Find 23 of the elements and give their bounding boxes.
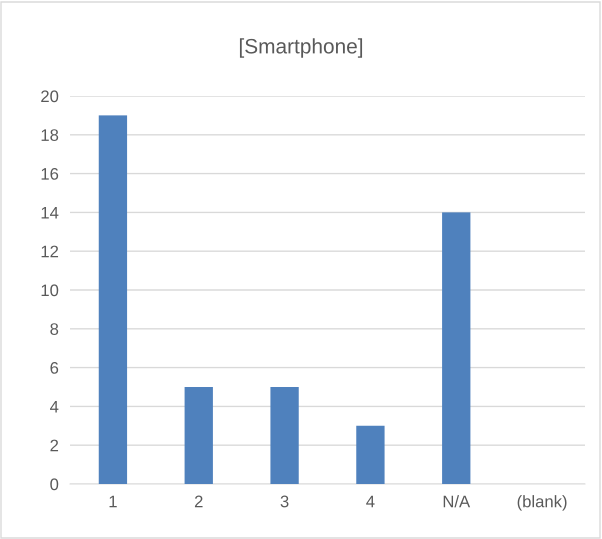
y-tick-label: 4: [50, 400, 58, 412]
bar: [184, 387, 213, 484]
y-tick-label: 6: [50, 362, 58, 374]
y-tick-label: 0: [50, 478, 58, 490]
bar: [442, 212, 470, 484]
y-tick-label: 10: [42, 284, 58, 296]
y-tick-label: 18: [42, 129, 58, 142]
x-tick-label: 2: [194, 496, 203, 508]
x-tick-label: 4: [366, 496, 375, 508]
chart-title: [Smartphone]: [240, 38, 362, 58]
y-tick-label: 8: [50, 323, 58, 336]
y-tick-label: 20: [41, 90, 58, 102]
y-tick-label: 14: [42, 206, 58, 218]
bar: [270, 387, 299, 484]
x-tick-label: 3: [280, 496, 288, 508]
bar: [98, 115, 128, 484]
x-tick-label: N/A: [444, 495, 470, 508]
y-tick-label: 16: [42, 168, 58, 180]
bar: [356, 426, 385, 484]
y-tick-label: 2: [50, 440, 58, 452]
y-tick-label: 12: [42, 246, 58, 258]
x-tick-label: 1: [110, 496, 117, 508]
x-tick-label: (blank): [518, 495, 567, 511]
